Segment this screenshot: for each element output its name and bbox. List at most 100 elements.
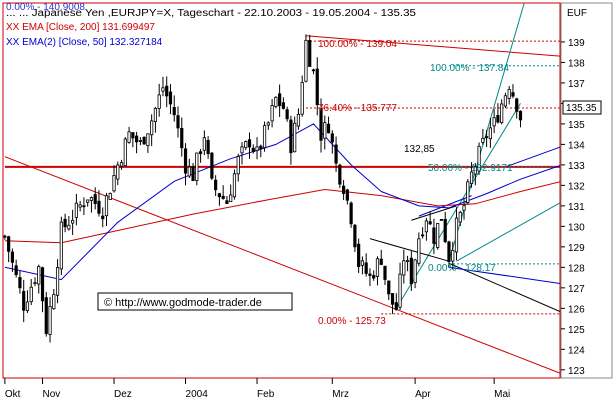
candle-body <box>59 221 63 270</box>
candle-body <box>507 89 511 99</box>
candle-body <box>138 139 142 142</box>
candle-body <box>236 156 240 175</box>
candle-body <box>153 107 158 122</box>
y-tick-label: 138 <box>568 58 585 69</box>
candle-body <box>108 193 112 200</box>
candle-body <box>447 241 451 263</box>
candle-body <box>319 108 323 141</box>
x-tick-label: Apr <box>415 389 431 400</box>
candle-body <box>469 171 474 184</box>
candle-body <box>89 197 94 201</box>
x-tick-label: Mai <box>494 389 510 400</box>
candle-body <box>123 138 127 167</box>
x-tick-label: Nov <box>43 389 61 400</box>
candle-body <box>515 98 519 112</box>
trend-line <box>448 266 560 284</box>
candle-body <box>74 202 78 218</box>
candle-body <box>334 144 338 164</box>
y-tick-label: 131 <box>568 202 585 213</box>
candle-body <box>55 267 60 296</box>
candle-body <box>485 136 489 139</box>
candle-body <box>421 234 425 237</box>
candle-body <box>214 179 218 191</box>
candle-body <box>18 277 22 289</box>
candle-body <box>262 125 267 149</box>
x-tick-label: Okt <box>5 389 21 400</box>
watermark-box <box>97 292 293 311</box>
y-tick-label: 132 <box>568 181 585 192</box>
candle-body <box>44 297 48 335</box>
ema200-legend: XX EMA [Close, 200] 131.699497 <box>6 22 155 33</box>
y-tick-label: 126 <box>568 304 585 315</box>
candle-body <box>383 265 387 280</box>
candle-body <box>135 135 139 143</box>
candle-body <box>278 93 282 107</box>
y-tick-label: 127 <box>568 284 585 295</box>
candle-body <box>375 258 380 277</box>
candle-body <box>466 181 470 203</box>
candle-body <box>10 251 15 263</box>
candle-body <box>458 211 462 223</box>
candle-body <box>198 151 203 155</box>
candle-body <box>251 147 255 152</box>
candle-body <box>477 145 481 172</box>
candle-body <box>244 141 248 148</box>
watermark-text: © http://www.godmode-trader.de <box>104 297 262 309</box>
candle-body <box>326 123 331 134</box>
candle-body <box>82 205 86 208</box>
candle-body <box>417 238 421 264</box>
candle-body <box>210 152 214 179</box>
y-tick-label: 124 <box>568 345 585 356</box>
x-tick-label: Mrz <box>332 389 349 400</box>
candle-body <box>390 293 395 305</box>
y-tick-label: 129 <box>568 243 585 254</box>
candle-body <box>387 280 391 295</box>
x-tick-label: Feb <box>257 389 275 400</box>
y-tick-label: 134 <box>568 140 585 151</box>
candle-body <box>48 306 52 335</box>
candle-body <box>315 68 319 106</box>
candle-body <box>424 220 428 233</box>
candle-body <box>180 127 184 149</box>
price-axis-frame <box>560 2 613 379</box>
candle-body <box>492 117 496 127</box>
x-tick-label: Dez <box>114 389 132 400</box>
candle-body <box>293 122 297 153</box>
y-tick-label: 135 <box>568 120 585 131</box>
candle-body <box>247 139 252 148</box>
ema200-line <box>4 181 560 244</box>
y-tick-label: 137 <box>568 79 585 90</box>
candle-body <box>270 105 274 122</box>
candle-body <box>22 291 26 311</box>
candle-body <box>462 205 466 211</box>
trend-line <box>369 238 450 262</box>
candle-body <box>206 139 210 155</box>
candle-body <box>481 137 485 143</box>
candle-body <box>101 215 105 220</box>
candle-body <box>274 96 278 107</box>
candle-body <box>432 227 436 244</box>
candle-body <box>259 145 263 149</box>
trend-line <box>456 202 560 262</box>
candle-body <box>97 200 101 214</box>
trend-line <box>4 156 560 374</box>
fib-upper-764-label: 76.40% - 135.777 <box>318 103 397 114</box>
fib-upper-100-label: 100.00% - 139.04 <box>318 39 397 50</box>
candle-body <box>255 146 259 152</box>
candle-body <box>360 260 365 266</box>
candle-body <box>176 115 180 129</box>
candle-body <box>119 162 124 167</box>
last-price-value: 135.35 <box>566 103 597 114</box>
candle-body <box>413 259 417 284</box>
candle-body <box>428 221 432 225</box>
trend-line <box>305 35 560 57</box>
candle-body <box>402 260 406 276</box>
candle-body <box>308 40 312 67</box>
candle-body <box>345 189 349 201</box>
y-tick-label: 123 <box>568 366 585 377</box>
candle-body <box>202 137 206 151</box>
trend-line <box>505 146 560 168</box>
x-tick-label: 2004 <box>186 389 209 400</box>
candle-body <box>353 224 357 248</box>
corner-label: EUF <box>567 8 587 19</box>
